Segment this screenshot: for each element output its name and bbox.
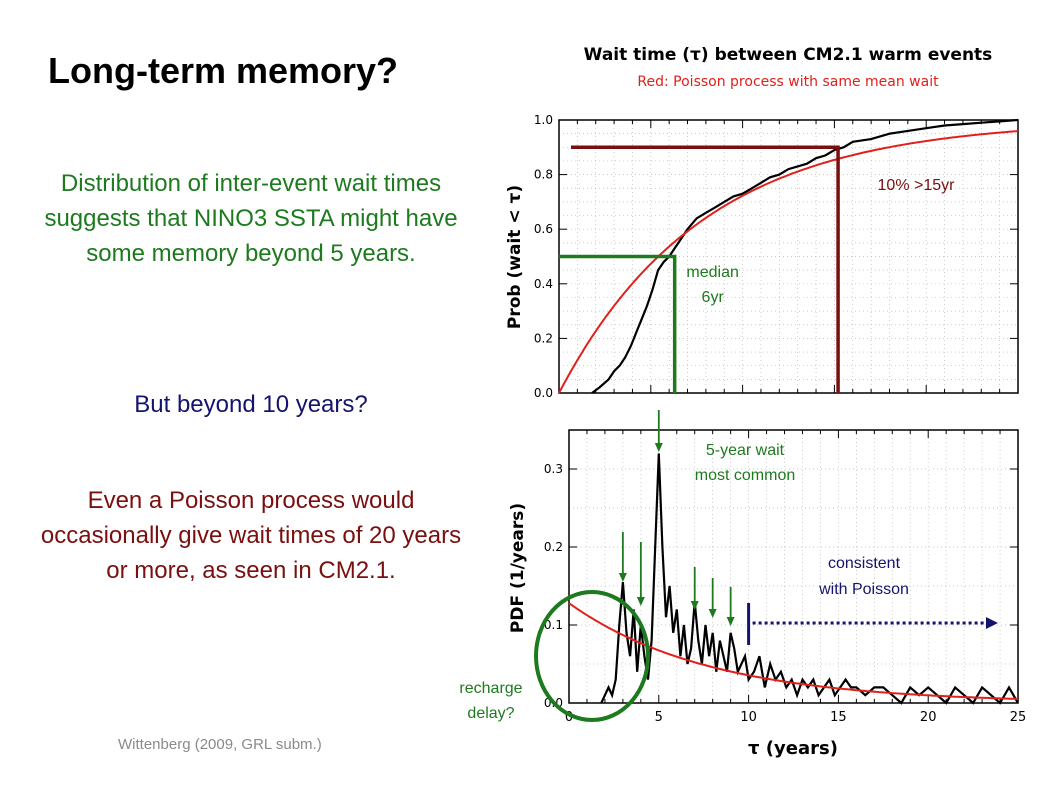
- slide-title: Long-term memory?: [48, 50, 399, 91]
- pdf-xtick-label: 15: [830, 710, 847, 725]
- cdf-ylabel: Prob (wait < τ): [505, 185, 525, 329]
- arrow-5yr-head: [654, 443, 663, 452]
- consistent-label: consistent: [828, 555, 901, 572]
- pdf-xtick-label: 0: [565, 710, 573, 725]
- five-year-label: 5-year wait: [706, 442, 785, 459]
- maroon-paragraph: Even a Poisson process would occasionall…: [40, 487, 462, 584]
- chart-title: Wait time (τ) between CM2.1 warm events: [584, 45, 993, 65]
- green-paragraph: Distribution of inter-event wait times s…: [44, 170, 458, 267]
- citation: Wittenberg (2009, GRL subm.): [118, 736, 322, 753]
- arrow-peak-2-head: [690, 601, 699, 610]
- tail-label: 10% >15yr: [878, 177, 956, 194]
- delay-label: delay?: [467, 705, 514, 722]
- most-common-label: most common: [695, 467, 795, 484]
- recharge-label: recharge: [459, 680, 522, 697]
- pdf-xtick-label: 10: [740, 710, 757, 725]
- cdf-ytick-label: 0.6: [534, 222, 553, 236]
- tail-marker-line: [571, 145, 840, 393]
- pdf-ytick-label: 0.3: [544, 462, 563, 476]
- chart-subtitle: Red: Poisson process with same mean wait: [637, 74, 939, 90]
- cdf-series-line-0: [591, 118, 1019, 394]
- pdf-frame: [568, 429, 1019, 704]
- cdf-ytick-label: 0.2: [534, 331, 553, 345]
- arrow-peak-4-head: [726, 617, 735, 626]
- navy-question: But beyond 10 years?: [134, 391, 368, 418]
- cdf-ytick-label: 0.4: [534, 277, 553, 291]
- recharge-circle: [534, 590, 650, 722]
- pdf-xtick-label: 5: [655, 710, 663, 725]
- median-marker-line: [559, 254, 677, 393]
- pdf-xlabel: τ (years): [748, 738, 838, 759]
- pdf-ytick-label: 0.1: [544, 618, 563, 632]
- pdf-series-line-0: [600, 453, 1019, 705]
- cdf-series-line-1: [558, 130, 1019, 394]
- cdf-ytick-label: 1.0: [534, 113, 553, 127]
- cdf-ytick-label: 0.0: [534, 386, 553, 400]
- cdf-ytick-label: 0.8: [534, 168, 553, 182]
- arrow-peak-3-head: [708, 609, 717, 618]
- median-value-label: 6yr: [702, 289, 725, 306]
- median-label: median: [686, 264, 738, 281]
- pdf-xtick-label: 20: [920, 710, 937, 725]
- poisson-arrow-head: [986, 617, 998, 629]
- pdf-ylabel: PDF (1/years): [508, 503, 528, 633]
- pdf-ytick-label: 0.2: [544, 540, 563, 554]
- arrow-peak-1-head: [636, 597, 645, 606]
- with-poisson-label: with Poisson: [818, 581, 909, 598]
- pdf-series-line-1: [568, 602, 1019, 700]
- pdf-xtick-label: 25: [1010, 710, 1027, 725]
- arrow-peak-0-head: [618, 573, 627, 582]
